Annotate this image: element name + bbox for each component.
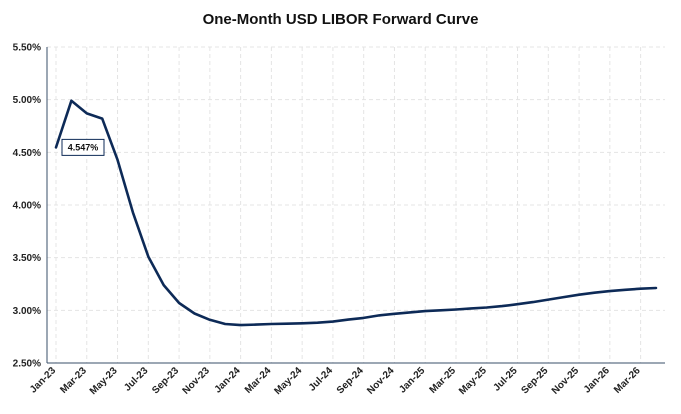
x-tick-label: Jul-23	[122, 365, 151, 394]
series-group	[54, 99, 658, 327]
x-tick-label: Jul-25	[491, 365, 520, 394]
grid-lines	[47, 46, 665, 363]
x-tick-label: Nov-24	[365, 365, 397, 397]
x-tick-label: Jan-23	[28, 365, 58, 395]
annotations: 4.547%	[61, 138, 105, 156]
x-tick-label: May-25	[457, 365, 489, 397]
x-tick-label: Mar-23	[58, 365, 89, 396]
x-tick-label: Mar-24	[243, 365, 274, 396]
axes	[46, 47, 665, 364]
x-tick-label: Sep-25	[519, 365, 550, 396]
y-tick-label: 5.50%	[13, 43, 41, 54]
y-tick-label: 3.00%	[13, 306, 41, 317]
x-tick-label: Sep-24	[335, 365, 366, 396]
chart-title: One-Month USD LIBOR Forward Curve	[202, 11, 479, 28]
x-tick-label: Sep-23	[150, 365, 181, 396]
y-tick-label: 4.00%	[13, 201, 41, 212]
callout-label: 4.547%	[68, 142, 99, 152]
y-tick-label: 4.50%	[13, 148, 41, 159]
x-tick-label: Jan-25	[397, 365, 427, 395]
y-tick-label: 5.00%	[13, 95, 41, 106]
x-tick-label: May-24	[273, 365, 305, 397]
y-tick-label: 3.50%	[13, 253, 41, 264]
y-axis-ticks: 2.50% 3.00% 3.50% 4.00% 4.50% 5.00% 5.50%	[13, 43, 41, 370]
x-tick-label: Jul-24	[307, 365, 336, 394]
callout-box	[61, 138, 105, 156]
x-tick-label: Nov-25	[550, 365, 582, 397]
x-tick-label: Mar-26	[612, 365, 643, 396]
y-tick-label: 2.50%	[13, 359, 41, 370]
x-tick-label: Nov-23	[181, 365, 213, 397]
x-tick-label: Jan-24	[213, 365, 243, 395]
x-tick-label: Mar-25	[428, 365, 459, 396]
x-tick-label: May-23	[88, 365, 120, 397]
x-axis-ticks: Jan-23 Mar-23 May-23 Jul-23 Sep-23 Nov-23 Jan-…	[28, 365, 643, 397]
x-tick-label: Jan-26	[582, 365, 612, 395]
series-line	[54, 99, 658, 327]
